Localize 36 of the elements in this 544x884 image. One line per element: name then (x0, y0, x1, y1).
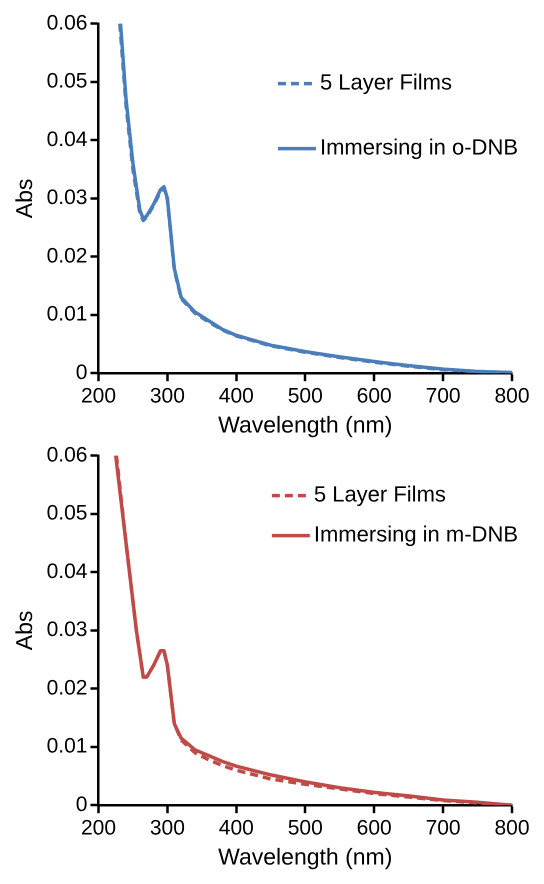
y-tick-label: 0.01 (46, 302, 88, 326)
x-tick-label: 200 (80, 816, 116, 840)
x-tick-label: 800 (494, 384, 530, 408)
legend-label: 5 Layer Films (314, 482, 446, 507)
y-tick-label: 0.02 (46, 676, 88, 700)
x-tick-label: 300 (150, 384, 185, 408)
legend-label: Immersing in m-DNB (314, 522, 518, 547)
x-tick-label: 600 (356, 384, 392, 408)
x-tick-label: 500 (288, 384, 323, 408)
x-axis-title: Wavelength (nm) (218, 844, 392, 870)
y-tick-label: 0 (76, 360, 88, 384)
x-tick-label: 700 (426, 384, 461, 408)
x-tick-label: 400 (218, 384, 254, 408)
y-tick-label: 0.03 (46, 618, 88, 642)
x-tick-label: 700 (426, 816, 461, 840)
y-tick-label: 0 (76, 792, 88, 816)
y-tick-label: 0.01 (46, 734, 88, 758)
x-tick-label: 500 (288, 816, 323, 840)
y-axis-title: Abs (11, 178, 38, 218)
y-tick-label: 0.05 (46, 502, 88, 525)
y-tick-label: 0.05 (46, 70, 88, 93)
legend-label: Immersing in o-DNB (320, 134, 518, 160)
y-axis-title: Abs (11, 610, 38, 650)
y-tick-label: 0.06 (46, 11, 88, 34)
y-tick-label: 0.02 (46, 244, 88, 268)
y-tick-label: 0.04 (46, 560, 88, 583)
x-axis-title: Wavelength (nm) (218, 412, 392, 438)
x-tick-label: 200 (80, 384, 116, 408)
y-tick-label: 0.03 (46, 186, 88, 210)
x-tick-label: 800 (494, 816, 530, 840)
y-tick-label: 0.06 (46, 443, 88, 466)
legend-label: 5 Layer Films (320, 70, 452, 95)
y-tick-label: 0.04 (46, 128, 88, 151)
x-tick-label: 400 (218, 816, 254, 840)
x-tick-label: 300 (150, 816, 185, 840)
x-tick-label: 600 (356, 816, 392, 840)
